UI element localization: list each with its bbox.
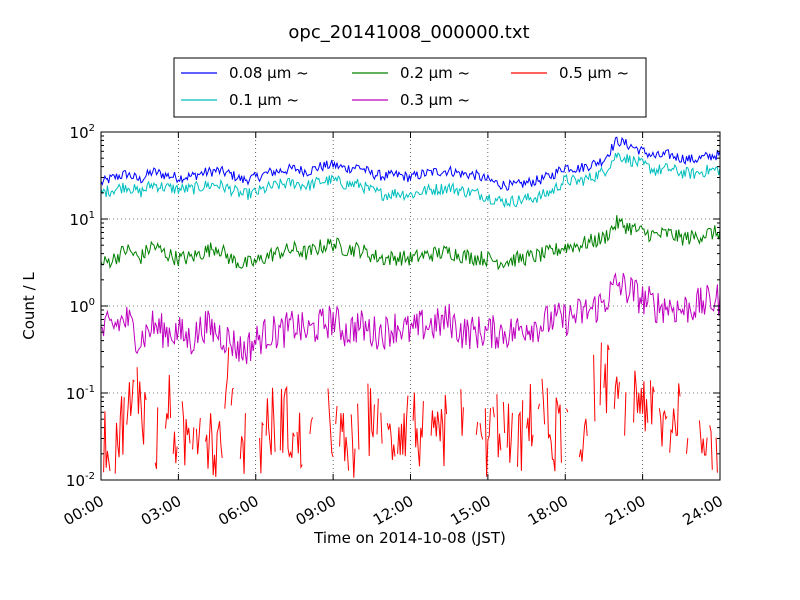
y-tick-exponent: -2: [85, 471, 95, 482]
legend-label: 0.08 μm ~: [229, 64, 309, 82]
legend-label: 0.2 μm ~: [400, 64, 470, 82]
legend: 0.08 μm ~ 0.1 μm ~ 0.2 μm ~ 0.3 μm ~ 0.5 μm …: [173, 57, 647, 118]
series-line: [100, 136, 721, 192]
chart-title: opc_20141008_000000.txt: [288, 22, 529, 43]
series-line: [100, 152, 721, 209]
legend-label: 0.1 μm ~: [229, 91, 299, 109]
y-tick-exponent: 2: [89, 123, 95, 134]
y-tick-exponent: 1: [89, 210, 95, 221]
legend-box: [173, 57, 647, 118]
legend-label: 0.3 μm ~: [400, 91, 470, 109]
y-tick-exponent: -1: [85, 384, 95, 395]
series-layer: [100, 136, 721, 478]
series-line: [100, 215, 721, 271]
legend-label: 0.5 μm ~: [559, 64, 629, 82]
y-tick-exponent: 0: [89, 297, 95, 308]
series-line: [100, 272, 721, 365]
x-axis-label: Time on 2014-10-08 (JST): [313, 529, 506, 547]
y-axis-label: Count / L: [20, 272, 38, 340]
